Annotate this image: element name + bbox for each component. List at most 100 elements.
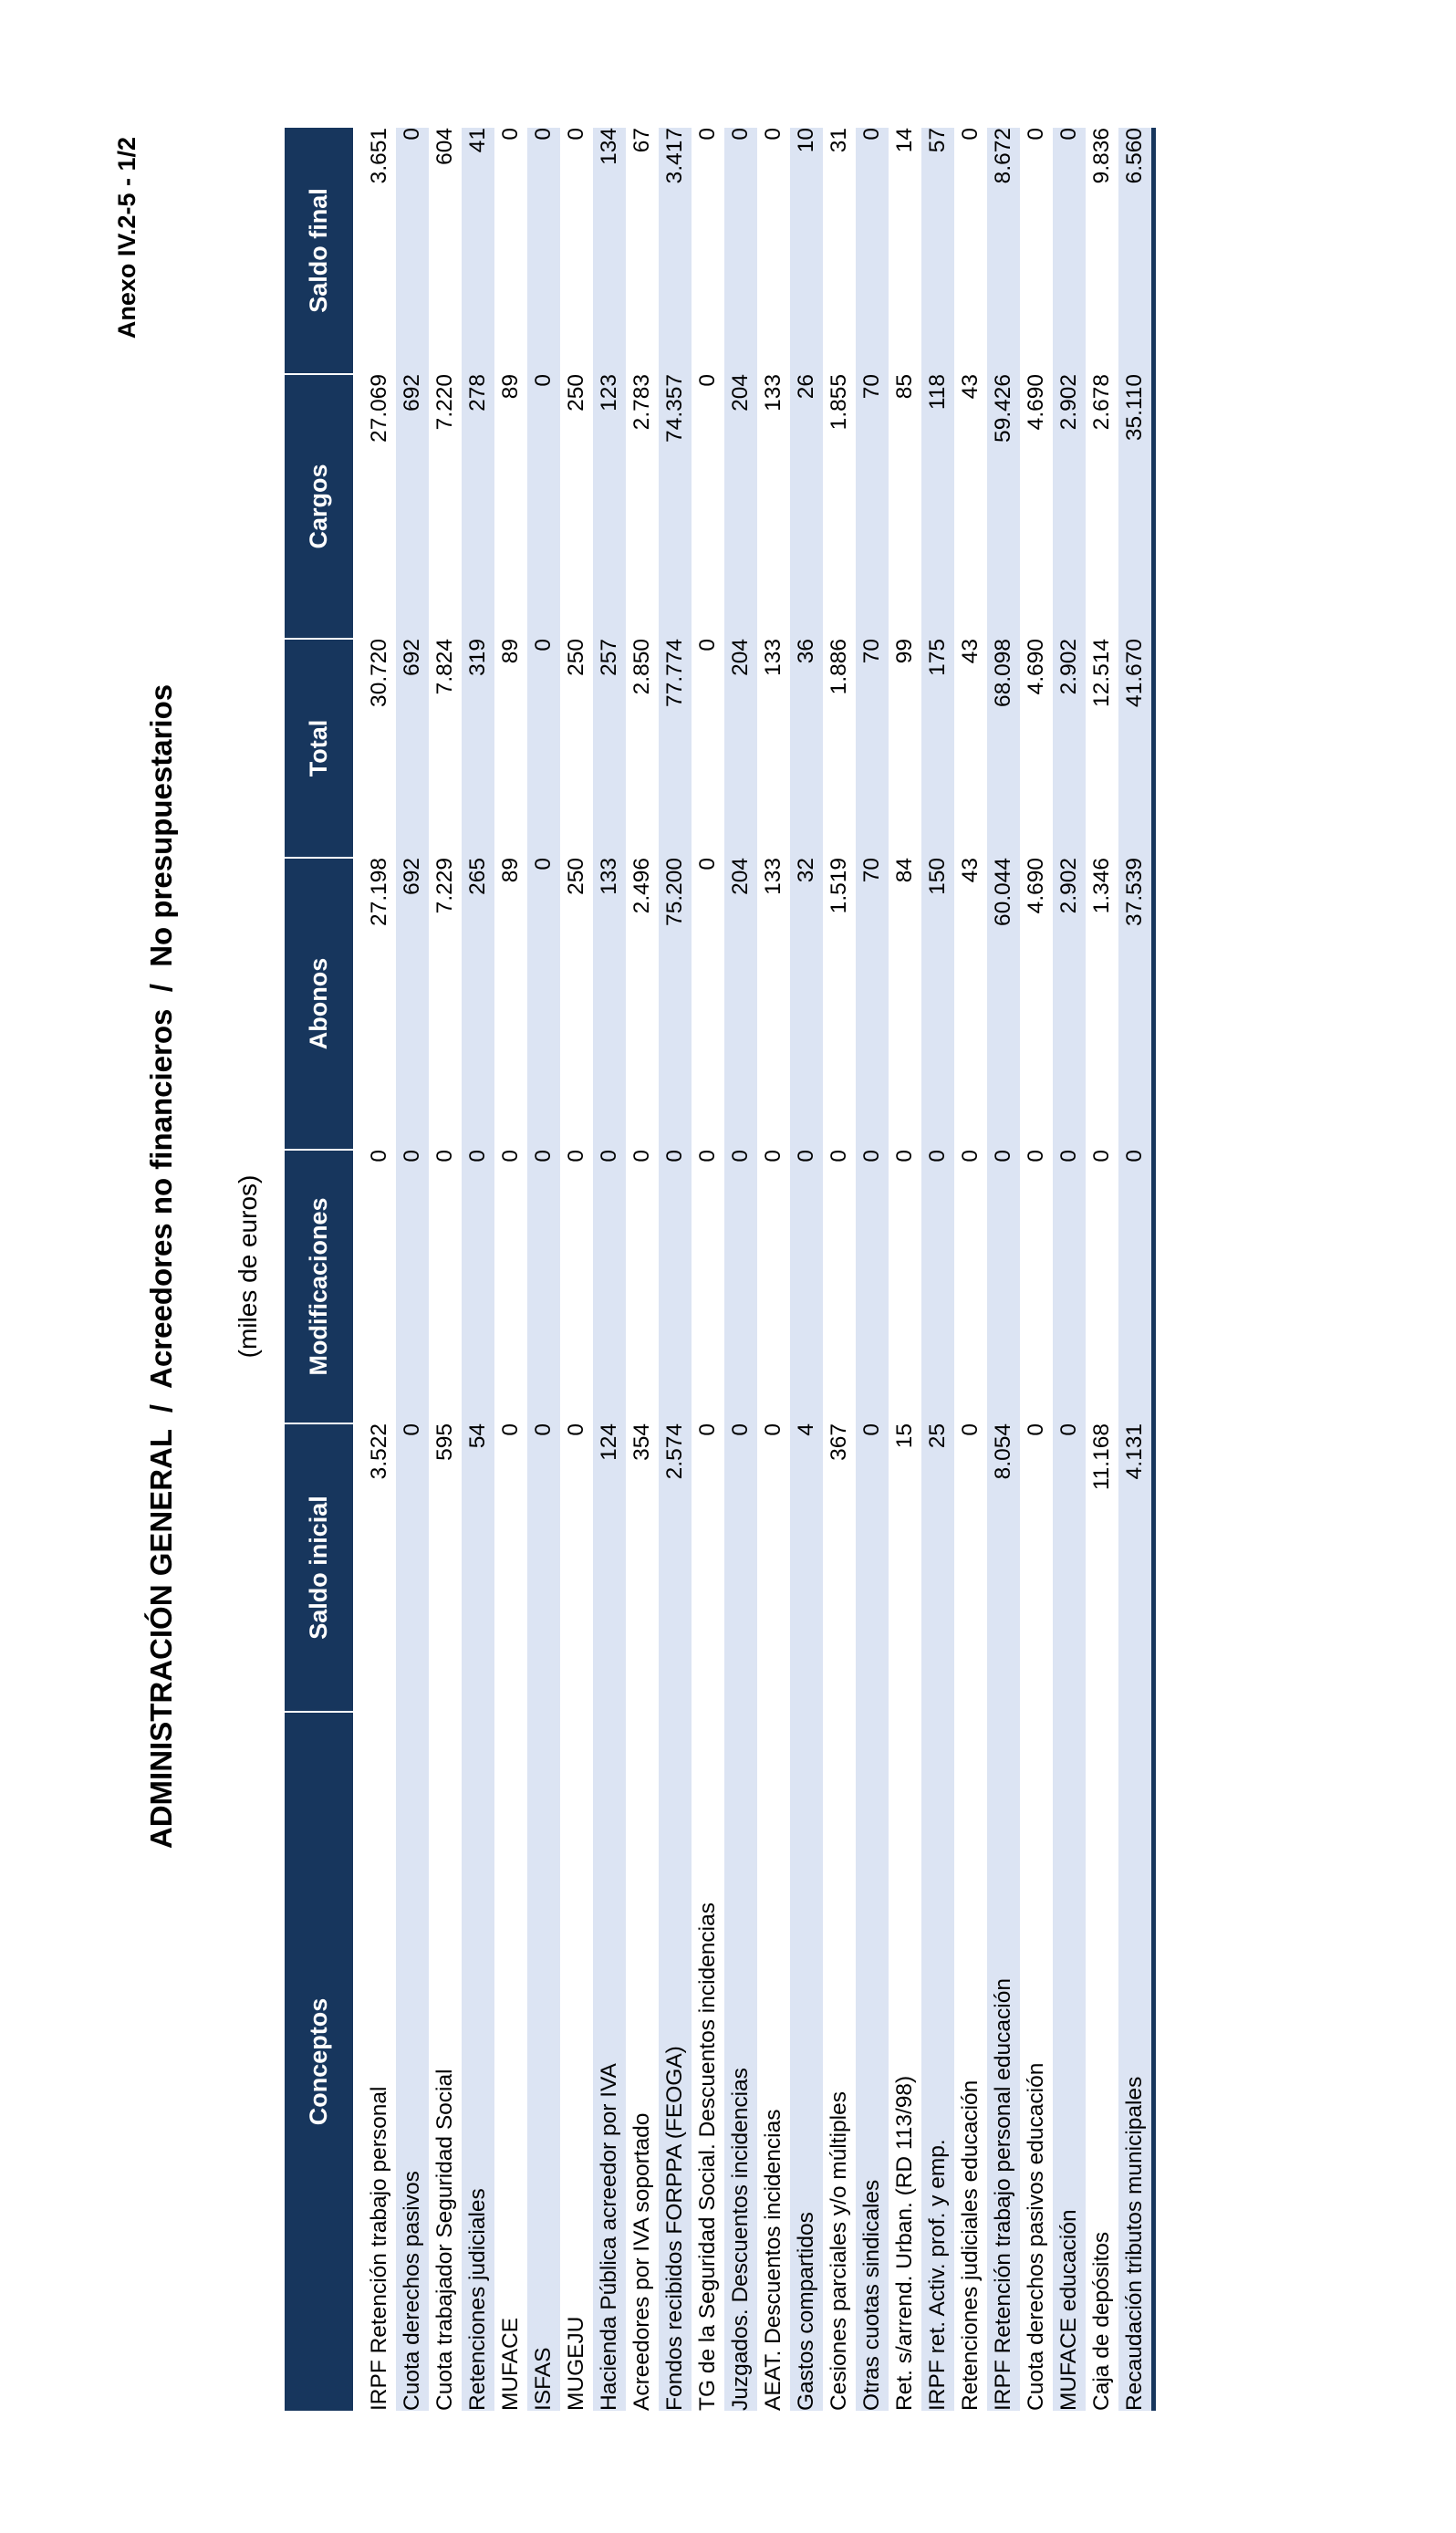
value-cell: 0 [531, 1150, 556, 1162]
table-row: Cuota derechos pasivos educación 0 0 4.690 4… [1020, 128, 1053, 2411]
value-cell: 60.044 [991, 858, 1015, 926]
value-cell: 2.902 [1056, 639, 1081, 695]
value-cell: 7.824 [432, 639, 457, 695]
value-cell: 0 [564, 128, 588, 141]
value-cell: 0 [991, 1150, 1015, 1162]
value-cell: 3.522 [367, 1423, 391, 1480]
table-header-cell: Conceptos [285, 1712, 359, 2411]
table-row: IRPF Retención trabajo personal educació… [987, 128, 1020, 2411]
table-row: TG de la Seguridad Social. Descuentos in… [692, 128, 724, 2411]
value-cell: 0 [597, 1150, 621, 1162]
value-cell: 0 [498, 128, 523, 141]
value-cell: 2.902 [1056, 374, 1081, 431]
value-cell: 3.651 [367, 128, 391, 184]
value-cell: 2.574 [662, 1423, 687, 1480]
value-cell: 27.198 [367, 858, 391, 926]
value-cell: 0 [859, 128, 884, 141]
value-cell: 12.514 [1089, 639, 1114, 707]
value-cell: 0 [564, 1423, 588, 1436]
table-row: Retenciones judiciales 54 0 265 319 278 41 [462, 128, 494, 2411]
value-cell: 89 [498, 858, 523, 883]
value-cell: 367 [827, 1423, 851, 1461]
value-cell: 692 [400, 858, 424, 895]
concept-cell: MUFACE [498, 2317, 523, 2411]
concept-cell: Ret. s/arrend. Urban. (RD 113/98) [892, 2075, 917, 2411]
value-cell: 134 [597, 128, 621, 165]
value-cell: 4.690 [1024, 858, 1048, 914]
value-cell: 0 [465, 1150, 490, 1162]
value-cell: 250 [564, 858, 588, 895]
value-cell: 118 [925, 374, 950, 411]
value-cell: 0 [827, 1150, 851, 1162]
value-cell: 0 [400, 1423, 424, 1436]
value-cell: 11.168 [1089, 1423, 1114, 1491]
value-cell: 25 [925, 1423, 950, 1449]
value-cell: 0 [432, 1150, 457, 1162]
value-cell: 68.098 [991, 639, 1015, 707]
concept-cell: MUGEJU [564, 2316, 588, 2411]
concept-cell: Cuota derechos pasivos educación [1024, 2062, 1048, 2411]
value-cell: 0 [958, 1423, 983, 1436]
value-cell: 77.774 [662, 639, 687, 707]
table-row: IRPF ret. Activ. prof. y emp. 25 0 150 175 11… [921, 128, 954, 2411]
value-cell: 133 [761, 639, 785, 676]
concept-cell: Juzgados. Descuentos incidencias [728, 2068, 753, 2411]
concept-cell: Acreedores por IVA soportado [629, 2112, 654, 2411]
value-cell: 204 [728, 858, 753, 895]
concept-cell: Cuota derechos pasivos [400, 2171, 424, 2411]
value-cell: 43 [958, 639, 983, 664]
table-row: Cuota derechos pasivos 0 0 692 692 692 0 [396, 128, 429, 2411]
table-row: MUFACE educación 0 0 2.902 2.902 2.902 0 [1053, 128, 1086, 2411]
table-header-cell: Cargos [285, 374, 359, 639]
value-cell: 1.886 [827, 639, 851, 695]
table-row: Retenciones judiciales educación 0 0 43 43 43… [954, 128, 987, 2411]
page-title: ADMINISTRACIÓN GENERAL / Acreedores no f… [144, 683, 178, 1850]
value-cell: 0 [531, 858, 556, 870]
table-row: Gastos compartidos 4 0 32 36 26 10 [790, 128, 823, 2411]
concept-cell: Gastos compartidos [794, 2212, 818, 2411]
value-cell: 0 [531, 128, 556, 141]
value-cell: 2.783 [629, 374, 654, 431]
value-cell: 0 [761, 1423, 785, 1436]
value-cell: 43 [958, 858, 983, 883]
table-header-cell: Modificaciones [285, 1150, 359, 1423]
value-cell: 2.850 [629, 639, 654, 695]
value-cell: 4.131 [1122, 1423, 1147, 1480]
value-cell: 36 [794, 639, 818, 664]
value-cell: 6.560 [1122, 128, 1147, 184]
value-cell: 1.855 [827, 374, 851, 431]
value-cell: 0 [1024, 1150, 1048, 1162]
value-cell: 70 [859, 374, 884, 400]
value-cell: 0 [859, 1150, 884, 1162]
table-row: IRPF Retención trabajo personal 3.522 0 27.… [359, 128, 397, 2411]
value-cell: 0 [728, 1150, 753, 1162]
value-cell: 0 [695, 128, 720, 141]
value-cell: 74.357 [662, 374, 687, 443]
value-cell: 0 [958, 128, 983, 141]
concept-cell: Recaudación tributos municipales [1122, 2076, 1147, 2411]
value-cell: 250 [564, 374, 588, 412]
value-cell: 133 [761, 374, 785, 412]
value-cell: 2.678 [1089, 374, 1114, 431]
value-cell: 0 [1056, 128, 1081, 141]
value-cell: 150 [925, 858, 950, 895]
accounts-table: Conceptos Saldo inicial Modificaciones Abon… [285, 128, 1156, 2411]
value-cell: 0 [1122, 1150, 1147, 1162]
value-cell: 9.836 [1089, 128, 1114, 184]
value-cell: 0 [498, 1423, 523, 1436]
annex-reference-label: Anexo IV.2-5 - 1/2 [113, 137, 140, 339]
value-cell: 265 [465, 858, 490, 895]
value-cell: 3.417 [662, 128, 687, 184]
value-cell: 8.054 [991, 1423, 1015, 1480]
value-cell: 35.110 [1122, 374, 1147, 442]
value-cell: 595 [432, 1423, 457, 1461]
value-cell: 67 [629, 128, 654, 153]
value-cell: 0 [695, 1150, 720, 1162]
concept-cell: IRPF Retención trabajo personal educació… [991, 1978, 1015, 2411]
table-row: Cuota trabajador Seguridad Social 595 0 7.2… [429, 128, 462, 2411]
value-cell: 1.519 [827, 858, 851, 914]
value-cell: 0 [958, 1150, 983, 1162]
value-cell: 30.720 [367, 639, 391, 707]
table-row: Juzgados. Descuentos incidencias 0 0 204 204… [724, 128, 757, 2411]
